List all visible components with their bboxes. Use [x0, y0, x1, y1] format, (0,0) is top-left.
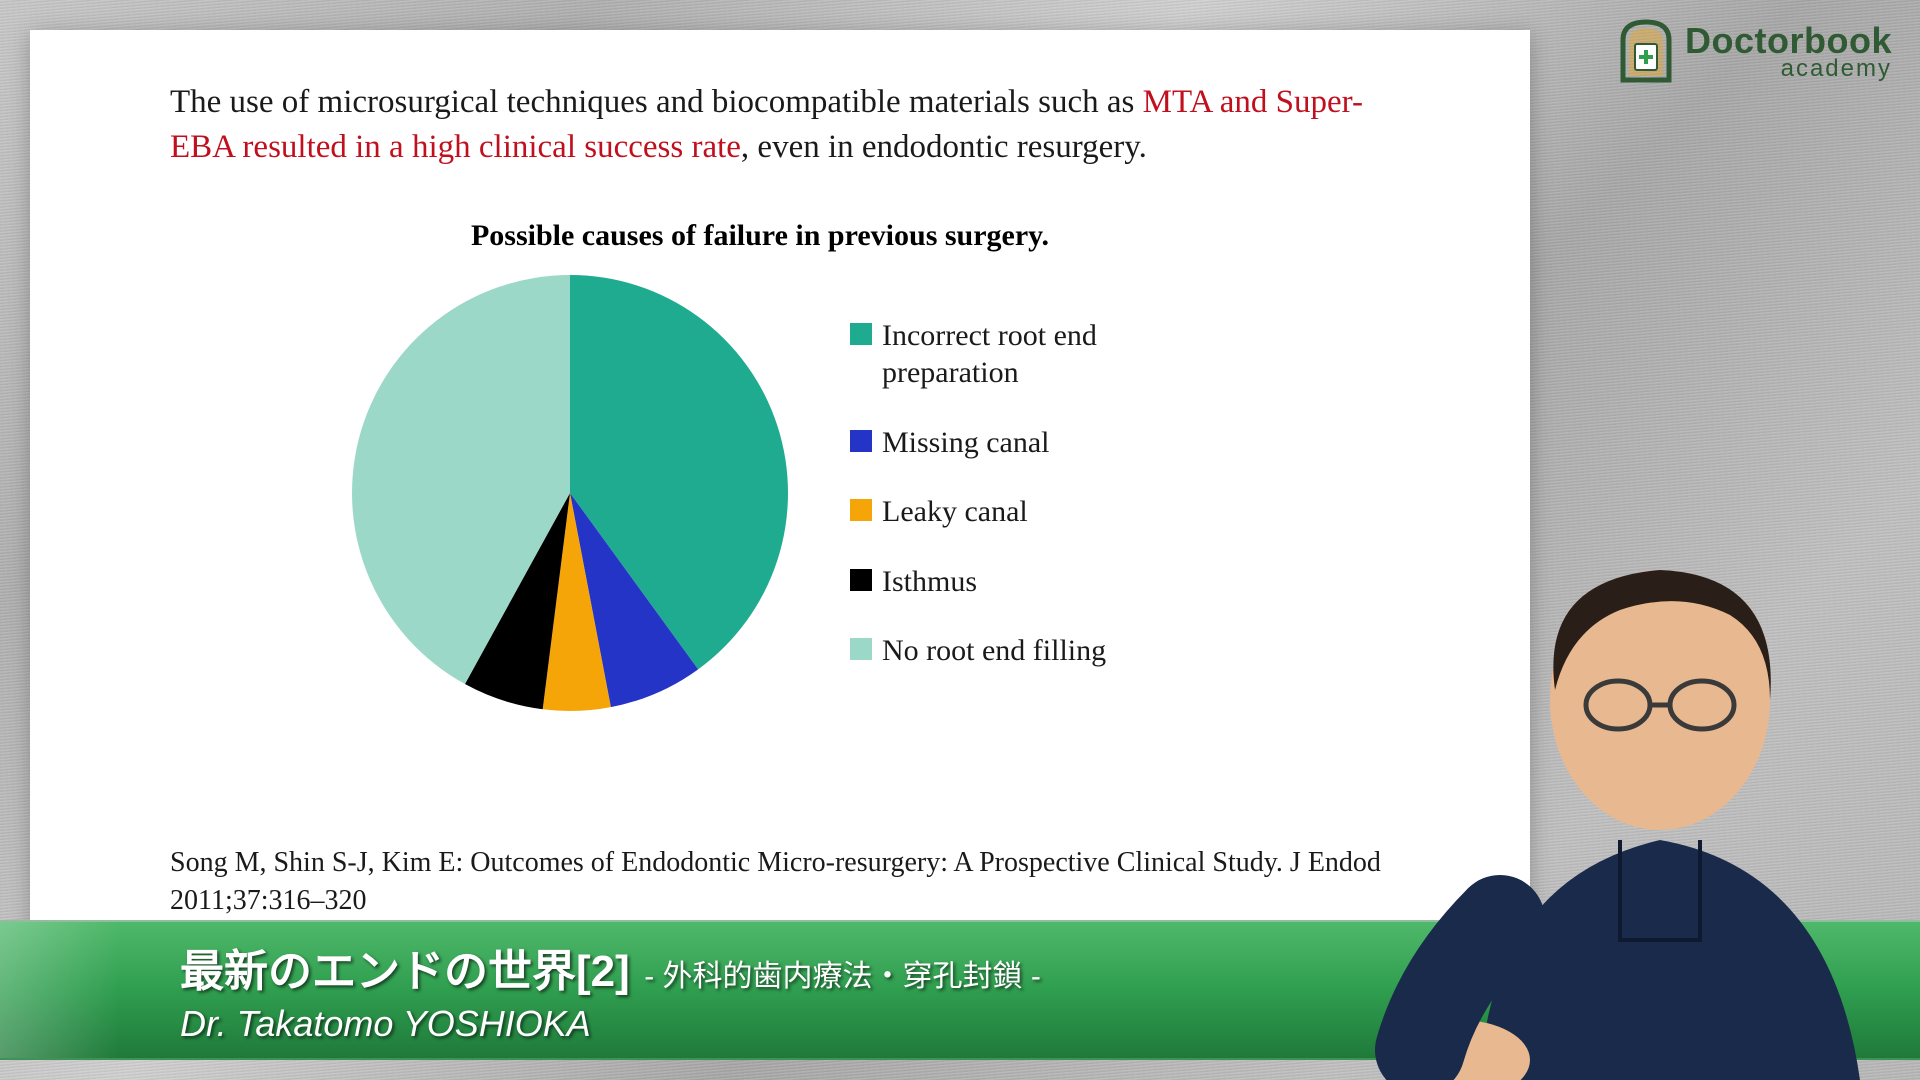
- legend-swatch: [850, 323, 872, 345]
- legend-swatch: [850, 430, 872, 452]
- legend-label: Missing canal: [882, 424, 1049, 462]
- headline-text: The use of microsurgical techniques and …: [170, 80, 1390, 169]
- legend-label: Leaky canal: [882, 493, 1028, 531]
- lower-third-title: 最新のエンドの世界[2]: [180, 947, 630, 996]
- legend-item: No root end filling: [850, 632, 1210, 670]
- logo-line1: Doctorbook: [1685, 23, 1892, 59]
- legend-swatch: [850, 499, 872, 521]
- lower-third-accent: [0, 922, 120, 1058]
- lower-third-presenter: Dr. Takatomo YOSHIOKA: [180, 1003, 1920, 1045]
- chart-row: Incorrect root end preparation Missing ca…: [170, 273, 1390, 713]
- legend-swatch: [850, 638, 872, 660]
- doctorbook-logo: Doctorbook academy: [1617, 18, 1892, 86]
- citation-text: Song M, Shin S-J, Kim E: Outcomes of End…: [170, 844, 1390, 920]
- logo-icon: [1617, 18, 1675, 86]
- legend-label: No root end filling: [882, 632, 1106, 670]
- headline-part1: The use of microsurgical techniques and …: [170, 84, 1143, 120]
- legend-item: Missing canal: [850, 424, 1210, 462]
- legend-label: Incorrect root end preparation: [882, 317, 1210, 392]
- pie-chart: [350, 273, 790, 713]
- legend-item: Leaky canal: [850, 493, 1210, 531]
- logo-text: Doctorbook academy: [1685, 23, 1892, 81]
- lower-third-subtitle: - 外科的歯内療法・穿孔封鎖 -: [644, 960, 1041, 993]
- chart-legend: Incorrect root end preparation Missing ca…: [850, 317, 1210, 670]
- legend-item: Isthmus: [850, 563, 1210, 601]
- legend-item: Incorrect root end preparation: [850, 317, 1210, 392]
- chart-title: Possible causes of failure in previous s…: [130, 219, 1390, 253]
- slide-panel: The use of microsurgical techniques and …: [30, 30, 1530, 960]
- legend-swatch: [850, 569, 872, 591]
- legend-label: Isthmus: [882, 563, 977, 601]
- lower-third-banner: 最新のエンドの世界[2] - 外科的歯内療法・穿孔封鎖 - Dr. Takato…: [0, 920, 1920, 1060]
- headline-part2: , even in endodontic resurgery.: [741, 129, 1147, 165]
